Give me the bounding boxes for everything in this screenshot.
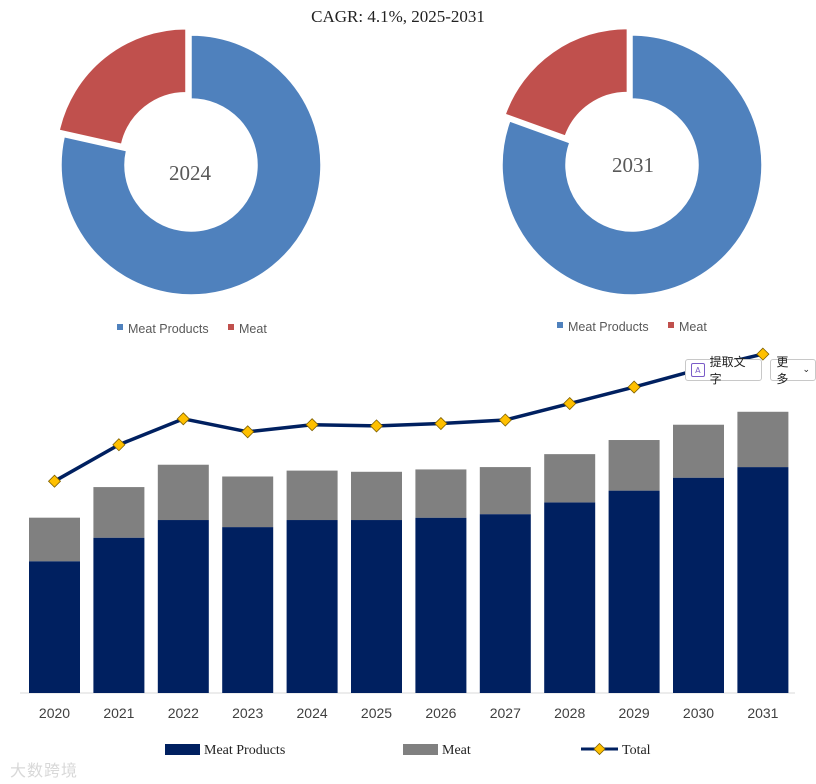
bar-meat-2026 [415, 469, 467, 518]
bar-meat-2025 [351, 471, 402, 521]
donut-chart-2031 [501, 27, 763, 296]
bar-meat-products-2021 [93, 537, 145, 693]
x-tick-label: 2027 [490, 705, 521, 721]
chart-title: CAGR: 4.1%, 2025-2031 [311, 7, 485, 26]
bar-meat-2031 [737, 411, 789, 468]
donut-center-label-2024: 2024 [169, 161, 212, 185]
x-tick-label: 2029 [619, 705, 650, 721]
bar-meat-products-2029 [608, 490, 660, 693]
x-tick-label: 2024 [297, 705, 328, 721]
legend-swatch-meat-products [117, 324, 123, 330]
total-point-2021 [112, 438, 126, 452]
bar-meat-2027 [479, 467, 531, 515]
donut-chart-2024 [58, 28, 322, 296]
bar-meat-products-2022 [157, 520, 209, 693]
legend-label-meat-products: Meat Products [204, 743, 285, 758]
total-point-2029 [627, 380, 641, 394]
donut-slice-meat-products-2024 [60, 34, 322, 296]
donut-slice-meat-2024 [58, 28, 187, 146]
legend-swatch-meat-products [165, 744, 200, 755]
total-point-2026 [434, 416, 448, 431]
x-tick-label: 2020 [39, 705, 70, 721]
bar-meat-products-2020 [29, 561, 80, 693]
bar-meat-2029 [608, 440, 660, 491]
bar-meat-products-2026 [415, 517, 467, 693]
total-line-series [47, 347, 770, 488]
bar-meat-products-2027 [479, 514, 531, 693]
total-point-2023 [241, 425, 255, 439]
more-button[interactable]: 更多 ⌄ [770, 355, 816, 386]
more-label: 更多 [776, 355, 789, 386]
total-point-2028 [563, 396, 577, 411]
total-point-2020 [47, 474, 62, 488]
legend-label-meat-products: Meat Products [128, 322, 209, 336]
bar-meat-2024 [286, 470, 338, 521]
legend-swatch-meat-products [557, 322, 563, 328]
legend-label-total: Total [622, 743, 651, 758]
bar-legend: Meat Products Meat Total [165, 742, 651, 758]
overlay-toolbar: A 提取文字 更多 ⌄ [685, 355, 816, 386]
bar-meat-2021 [93, 487, 145, 538]
x-tick-label: 2021 [103, 705, 134, 721]
text-scan-icon: A [691, 363, 705, 377]
legend-label-meat-products: Meat Products [568, 320, 649, 334]
x-tick-label: 2025 [361, 705, 392, 721]
x-tick-label: 2030 [683, 705, 714, 721]
legend-swatch-meat [228, 324, 234, 330]
total-point-2027 [498, 413, 512, 427]
x-tick-label: 2022 [168, 705, 199, 721]
bar-meat-products-2024 [286, 520, 338, 693]
legend-label-meat: Meat [679, 320, 707, 334]
extract-text-button[interactable]: A 提取文字 [685, 355, 763, 386]
bar-meat-products-2031 [737, 467, 789, 693]
chevron-down-icon: ⌄ [802, 365, 810, 375]
legend-swatch-meat [668, 322, 674, 328]
donut-center-label-2031: 2031 [612, 153, 654, 177]
x-tick-label: 2023 [232, 705, 263, 721]
x-tick-label: 2026 [425, 705, 456, 721]
bar-meat-products-2023 [222, 527, 274, 693]
legend-swatch-meat [403, 744, 438, 755]
donut-slice-meat-products-2031 [501, 34, 763, 296]
bar-meat-2020 [29, 517, 80, 562]
bar-meat-products-2025 [351, 520, 402, 693]
bar-series [29, 411, 789, 693]
bar-meat-products-2030 [673, 477, 724, 693]
donut-legend-2024: Meat Products Meat [117, 322, 267, 336]
x-axis-ticks: 2020 2021 2022 2023 2024 2025 2026 2027 2028 2029… [39, 705, 779, 721]
total-point-2025 [369, 419, 384, 433]
legend-label-meat: Meat [442, 743, 471, 758]
bar-meat-2022 [157, 464, 209, 521]
donut-legend-2031: Meat Products Meat [557, 320, 707, 334]
x-tick-label: 2028 [554, 705, 585, 721]
total-point-2022 [176, 412, 190, 426]
total-point-2031 [756, 347, 770, 361]
bar-meat-2030 [673, 424, 724, 478]
legend-label-meat: Meat [239, 322, 267, 336]
watermark: 大数跨境 [10, 761, 79, 780]
bar-meat-2023 [222, 476, 274, 528]
donut-slice-meat-2031 [504, 27, 629, 138]
total-line [53, 352, 764, 483]
total-point-2024 [305, 418, 319, 432]
x-tick-label: 2031 [747, 705, 778, 721]
extract-text-label: 提取文字 [709, 355, 746, 386]
legend-marker-total [593, 742, 606, 756]
bar-meat-products-2028 [544, 502, 596, 693]
bar-meat-2028 [544, 454, 596, 503]
